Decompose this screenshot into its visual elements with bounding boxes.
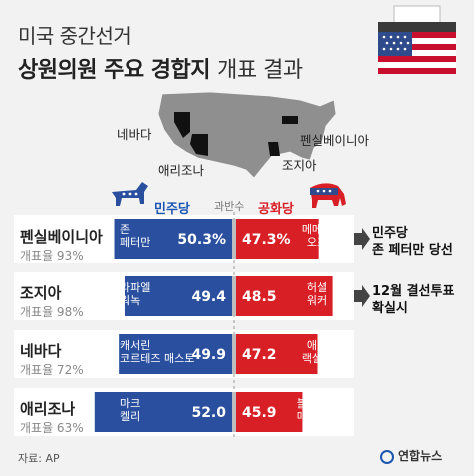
result-0-line2: 존 페터만 당선 (372, 243, 453, 258)
majority-marker (232, 392, 236, 432)
brand-logo: 연합뉴스 (380, 447, 442, 464)
dem-candidate-3: 마크 켈리 (120, 397, 140, 423)
dem-bar (124, 276, 234, 316)
rep-candidate-3: 블레이크 매스터스 (287, 397, 347, 423)
rep-bar (234, 334, 318, 374)
arizona-shape (190, 134, 208, 156)
legend-rep: 공화당 (258, 202, 294, 217)
result-arrow-icon (354, 285, 370, 307)
result-1-line1: 12월 결선투표 (372, 284, 455, 299)
map-label-pennsylvania: 펜실베이니아 (300, 133, 370, 148)
result-1: 12월 결선투표 확실시 (372, 283, 454, 317)
dem-value-label: 52.0 (191, 405, 226, 421)
rep-value-label: 45.9 (242, 405, 277, 421)
title-bold: 상원의원 주요 경합지 (18, 58, 210, 83)
dem-candidate-0-line1: 존 (120, 223, 131, 236)
dem-candidate-1-line1: 라파엘 (120, 281, 151, 294)
brand-name: 연합뉴스 (398, 449, 443, 463)
row-reported-1: 개표율 98% (20, 305, 84, 319)
row-state-1: 조지아 (20, 284, 62, 302)
rep-candidate-0: 메메트 오즈 (291, 223, 343, 249)
rep-value-label: 47.2 (242, 347, 277, 363)
dem-bar (119, 334, 234, 374)
rep-candidate-2-line2: 랙설트 (301, 352, 333, 365)
rep-candidate-3-line1: 블레이크 (296, 397, 338, 410)
dem-candidate-3-line1: 마크 (120, 397, 141, 410)
rep-bar (234, 219, 319, 259)
dem-bar (114, 219, 234, 259)
page-title: 상원의원 주요 경합지 개표 결과 (18, 52, 303, 84)
rep-candidate-2: 애덤 랙설트 (291, 339, 343, 365)
result-0-line1: 민주당 (372, 226, 408, 241)
map-label-arizona: 애리조나 (158, 163, 205, 178)
dem-candidate-3-line2: 켈리 (120, 410, 141, 423)
donkey-icon (112, 182, 148, 206)
title-light: 개표 결과 (217, 58, 303, 83)
rep-bar (234, 392, 303, 432)
rep-value-label: 47.3% (242, 232, 291, 248)
georgia-shape (268, 142, 280, 156)
map-label-georgia: 조지아 (282, 158, 317, 173)
rep-candidate-0-line1: 메메트 (301, 223, 333, 236)
result-arrow-icon (354, 228, 370, 250)
kicker: 미국 중간선거 (18, 24, 132, 48)
row-state-2: 네바다 (20, 342, 62, 360)
dem-candidate-0: 존 페터만 (120, 223, 150, 249)
dem-candidate-2: 캐서린 코르테즈 매스토 (120, 339, 194, 365)
dem-bar (94, 392, 234, 432)
rep-bar (234, 276, 333, 316)
ballot-box-icon (378, 5, 456, 74)
row-reported-0: 개표율 93% (20, 249, 84, 263)
rep-candidate-3-line2: 매스터스 (296, 410, 338, 423)
dem-candidate-0-line2: 페터만 (120, 236, 151, 249)
source-note: 자료: AP (18, 452, 60, 465)
elephant-icon (310, 183, 346, 208)
row-reported-3: 개표율 63% (20, 421, 84, 435)
map-label-nevada: 네바다 (117, 127, 152, 142)
result-0: 민주당 존 페터만 당선 (372, 225, 453, 259)
rep-candidate-2-line1: 애덤 (306, 339, 328, 352)
us-flag-icon (378, 32, 456, 74)
dem-candidate-2-line1: 캐서린 (120, 339, 151, 352)
rep-candidate-0-line2: 오즈 (306, 236, 328, 249)
majority-marker (232, 219, 236, 259)
us-mainland-shape (157, 91, 337, 179)
result-1-line2: 확실시 (372, 301, 408, 316)
majority-marker (232, 276, 236, 316)
rep-value-label: 48.5 (242, 289, 277, 305)
row-reported-2: 개표율 72% (20, 363, 84, 377)
majority-marker (232, 334, 236, 374)
rep-candidate-1: 허셜 워커 (291, 281, 343, 307)
dem-candidate-1-line2: 워녹 (120, 294, 141, 307)
rep-candidate-1-line2: 워커 (306, 294, 328, 307)
row-state-3: 애리조나 (20, 400, 76, 418)
dem-candidate-2-line2: 코르테즈 매스토 (120, 352, 195, 365)
us-map (157, 91, 337, 179)
dem-value-label: 50.3% (177, 232, 226, 248)
legend-majority: 과반수 (214, 200, 245, 213)
pennsylvania-shape (282, 116, 298, 124)
legend-dem: 민주당 (154, 202, 190, 217)
dem-candidate-1: 라파엘 워녹 (120, 281, 150, 307)
brand-icon (380, 449, 394, 464)
rep-candidate-1-line1: 허셜 (306, 281, 328, 294)
row-state-0: 펜실베이니아 (20, 228, 103, 246)
nevada-shape (174, 112, 190, 138)
dem-value-label: 49.4 (191, 289, 226, 305)
dem-value-label: 49.9 (191, 347, 226, 363)
